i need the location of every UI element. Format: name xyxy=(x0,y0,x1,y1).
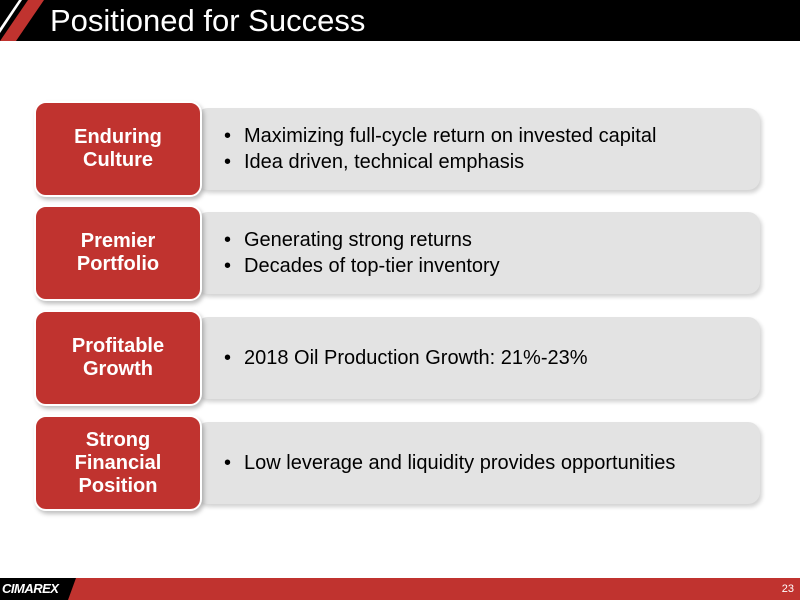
category-label: Strong Financial Position xyxy=(74,428,162,497)
bullet-item: • Low leverage and liquidity provides op… xyxy=(224,450,750,476)
bullet-item: • Maximizing full-cycle return on invest… xyxy=(224,123,750,149)
bullet-item: • Generating strong returns xyxy=(224,227,750,253)
bullet-item: • 2018 Oil Production Growth: 21%-23% xyxy=(224,345,750,371)
footer-logo-background xyxy=(0,578,76,600)
footer-bar xyxy=(0,578,800,600)
row-profitable-growth: • 2018 Oil Production Growth: 21%-23% Pr… xyxy=(0,310,800,406)
category-tab: Profitable Growth xyxy=(34,310,202,406)
category-label: Enduring Culture xyxy=(74,126,162,171)
bullet-dot: • xyxy=(224,347,232,369)
bullet-panel: • 2018 Oil Production Growth: 21%-23% xyxy=(196,317,760,399)
bullet-panel: • Generating strong returns • Decades of… xyxy=(196,212,760,294)
bullet-item: • Decades of top-tier inventory xyxy=(224,253,750,279)
bullet-panel: • Low leverage and liquidity provides op… xyxy=(196,422,760,504)
bullet-text: Generating strong returns xyxy=(244,229,472,251)
bullet-text: Low leverage and liquidity provides oppo… xyxy=(244,452,676,474)
page-title: Positioned for Success xyxy=(50,3,366,38)
bullet-panel: • Maximizing full-cycle return on invest… xyxy=(196,108,760,190)
bullet-dot: • xyxy=(224,255,232,277)
company-logo: CIMAREX xyxy=(2,581,59,596)
bullet-dot: • xyxy=(224,452,232,474)
bullet-text: Idea driven, technical emphasis xyxy=(244,151,525,173)
category-label: Profitable Growth xyxy=(71,335,165,380)
bullet-dot: • xyxy=(224,151,232,173)
row-premier-portfolio: • Generating strong returns • Decades of… xyxy=(0,205,800,301)
bullet-dot: • xyxy=(224,125,232,147)
category-tab: Enduring Culture xyxy=(34,101,202,197)
row-strong-financial-position: • Low leverage and liquidity provides op… xyxy=(0,415,800,511)
page-number: 23 xyxy=(781,583,794,595)
category-label: Premier Portfolio xyxy=(76,230,160,275)
bullet-text: 2018 Oil Production Growth: 21%-23% xyxy=(244,347,588,369)
bullet-text: Decades of top-tier inventory xyxy=(244,255,500,277)
header-accent-stripe xyxy=(0,0,44,41)
category-tab: Premier Portfolio xyxy=(34,205,202,301)
bullet-dot: • xyxy=(224,229,232,251)
bullet-item: • Idea driven, technical emphasis xyxy=(224,149,750,175)
header-bar xyxy=(0,0,800,41)
category-tab: Strong Financial Position xyxy=(34,415,202,511)
bullet-text: Maximizing full-cycle return on invested… xyxy=(244,125,657,147)
row-enduring-culture: • Maximizing full-cycle return on invest… xyxy=(0,101,800,197)
